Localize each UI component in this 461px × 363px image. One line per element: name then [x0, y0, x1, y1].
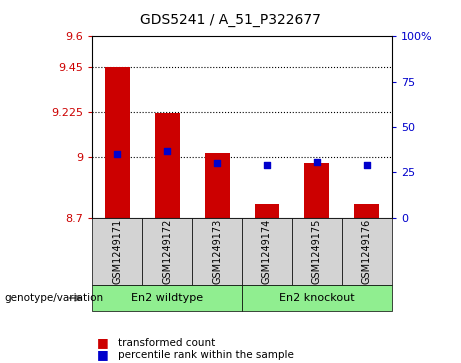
Point — [113, 151, 121, 157]
Text: ■: ■ — [97, 348, 108, 362]
Text: GSM1249175: GSM1249175 — [312, 219, 322, 284]
Bar — [304, 163, 330, 218]
Point — [313, 159, 321, 164]
Point — [363, 162, 371, 168]
Bar — [254, 204, 279, 218]
Text: GSM1249173: GSM1249173 — [212, 219, 222, 284]
Point — [263, 162, 271, 168]
Bar — [154, 113, 180, 218]
Text: GSM1249176: GSM1249176 — [362, 219, 372, 284]
Text: percentile rank within the sample: percentile rank within the sample — [118, 350, 294, 360]
Text: GSM1249172: GSM1249172 — [162, 219, 172, 284]
Bar — [105, 66, 130, 218]
Point — [213, 160, 221, 166]
Bar — [205, 153, 230, 218]
Point — [163, 148, 171, 154]
Text: genotype/variation: genotype/variation — [5, 293, 104, 303]
Bar — [355, 204, 379, 218]
Text: GSM1249171: GSM1249171 — [112, 219, 122, 284]
Text: GDS5241 / A_51_P322677: GDS5241 / A_51_P322677 — [140, 13, 321, 27]
Text: En2 wildtype: En2 wildtype — [131, 293, 203, 303]
Text: En2 knockout: En2 knockout — [279, 293, 355, 303]
Text: ■: ■ — [97, 337, 108, 350]
Text: transformed count: transformed count — [118, 338, 215, 348]
Text: GSM1249174: GSM1249174 — [262, 219, 272, 284]
